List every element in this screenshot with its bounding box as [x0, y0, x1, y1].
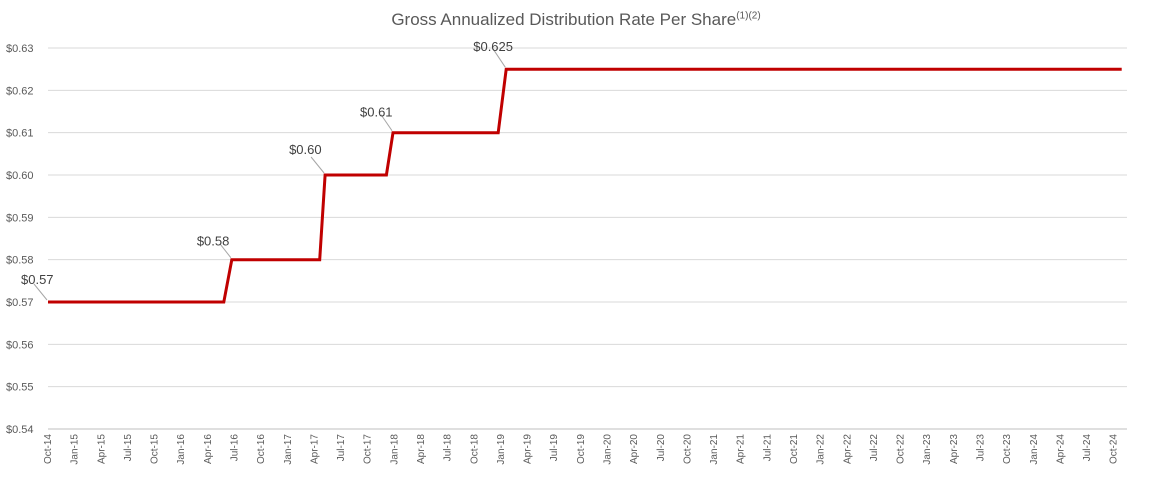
- chart-title-footnote: (1)(2): [736, 10, 761, 22]
- annotation-leader: [310, 156, 325, 174]
- chart-title-text: Gross Annualized Distribution Rate Per S…: [391, 10, 737, 29]
- data-label: $0.61: [360, 105, 393, 120]
- x-tick-label: Jan-17: [283, 434, 294, 465]
- y-tick-label: $0.62: [6, 85, 34, 97]
- series-line: [48, 67, 1122, 304]
- annotation-leader: [492, 48, 506, 68]
- x-tick-label: Oct-16: [256, 434, 267, 464]
- x-tick-label: Oct-18: [469, 434, 480, 464]
- y-tick-label: $0.58: [6, 255, 34, 267]
- data-point: [319, 259, 320, 260]
- x-tick-label: Jan-23: [922, 434, 933, 465]
- data-point: [231, 259, 232, 260]
- y-tick-label: $0.59: [6, 212, 34, 224]
- data-label: $0.60: [289, 142, 322, 157]
- x-tick-label: Jan-22: [816, 434, 827, 465]
- data-point: [498, 132, 499, 133]
- x-tick-label: Oct-21: [789, 434, 800, 464]
- x-tick-label: Oct-20: [682, 434, 693, 464]
- y-tick-label: $0.60: [6, 170, 34, 182]
- x-tick-label: Apr-19: [523, 434, 534, 464]
- x-tick-label: Jan-15: [70, 434, 81, 465]
- x-tick-label: Oct-23: [1002, 434, 1013, 464]
- x-tick-label: Jul-19: [549, 434, 560, 462]
- x-tick-label: Jul-22: [869, 434, 880, 462]
- data-point: [223, 302, 224, 303]
- x-tick-label: Jan-16: [176, 434, 187, 465]
- x-tick-label: Jan-21: [709, 434, 720, 465]
- y-tick-label: $0.63: [6, 43, 34, 55]
- x-tick-label: Apr-16: [203, 434, 214, 464]
- data-point: [325, 175, 326, 176]
- x-tick-label: Jul-18: [443, 434, 454, 462]
- data-point: [506, 69, 507, 70]
- x-tick-label: Jul-23: [975, 434, 986, 462]
- x-tick-label: Apr-22: [842, 434, 853, 464]
- x-tick-label: Apr-17: [309, 434, 320, 464]
- data-point: [48, 302, 49, 303]
- x-tick-label: Apr-21: [736, 434, 747, 464]
- y-tick-label: $0.61: [6, 128, 34, 140]
- data-point: [1121, 69, 1122, 70]
- x-tick-label: Jan-19: [496, 434, 507, 465]
- x-tick-label: Jul-24: [1082, 434, 1093, 462]
- data-label: $0.58: [197, 234, 230, 249]
- data-point: [386, 175, 387, 176]
- x-tick-label: Oct-24: [1109, 434, 1120, 464]
- annotation-leader: [380, 114, 393, 131]
- y-tick-label: $0.56: [6, 339, 34, 351]
- x-tick-label: Apr-18: [416, 434, 427, 464]
- x-tick-label: Apr-15: [96, 434, 107, 464]
- data-label: $0.57: [21, 272, 54, 287]
- x-tick-label: Apr-24: [1055, 434, 1066, 464]
- chart-title: Gross Annualized Distribution Rate Per S…: [0, 10, 1152, 30]
- x-tick-label: Jul-16: [229, 434, 240, 462]
- x-tick-label: Apr-23: [949, 434, 960, 464]
- x-tick-label: Oct-15: [150, 434, 161, 464]
- x-tick-label: Oct-14: [43, 434, 54, 464]
- x-tick-label: Oct-22: [896, 434, 907, 464]
- x-tick-label: Jul-20: [656, 434, 667, 462]
- x-tick-label: Jul-17: [336, 434, 347, 462]
- y-tick-label: $0.54: [6, 424, 34, 436]
- annotation-leader: [33, 283, 48, 301]
- annotation-leader: [219, 243, 232, 258]
- x-tick-label: Jan-24: [1029, 434, 1040, 465]
- x-tick-label: Jan-18: [389, 434, 400, 465]
- x-tick-label: Jul-15: [123, 434, 134, 462]
- y-tick-label: $0.57: [6, 297, 34, 309]
- y-tick-label: $0.55: [6, 382, 34, 394]
- data-point: [393, 132, 394, 133]
- data-label: $0.625: [473, 39, 513, 54]
- x-tick-label: Oct-17: [363, 434, 374, 464]
- x-tick-label: Jan-20: [602, 434, 613, 465]
- x-tick-label: Apr-20: [629, 434, 640, 464]
- x-tick-label: Jul-21: [762, 434, 773, 462]
- x-tick-label: Oct-19: [576, 434, 587, 464]
